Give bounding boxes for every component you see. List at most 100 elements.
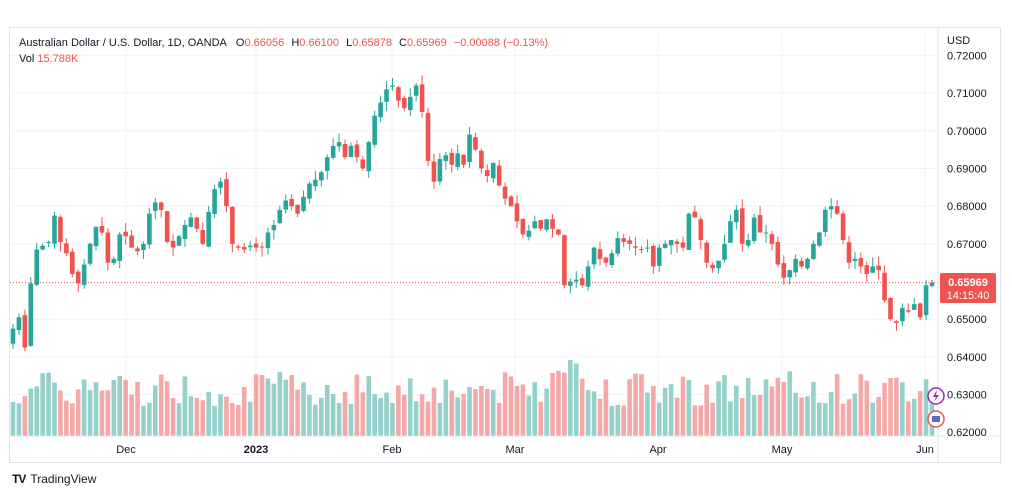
tradingview-branding[interactable]: TV TradingView (12, 472, 96, 486)
volume-bar (550, 372, 555, 436)
candle-body (739, 208, 745, 244)
candle-body (247, 245, 253, 248)
current-price-badge (940, 273, 996, 303)
candle-body (532, 221, 538, 229)
volume-bar (639, 374, 644, 436)
volume-bar (449, 390, 455, 436)
volume-bar (455, 397, 460, 436)
candle-body (680, 242, 686, 248)
volume-bar (443, 379, 449, 436)
volume-bar (769, 386, 775, 436)
candle-body (805, 258, 810, 269)
candle-body (668, 240, 674, 246)
candle-body (846, 242, 852, 263)
time-tick-label: May (772, 444, 793, 456)
candle-body (176, 236, 182, 246)
bar-countdown: 14:15:40 (947, 290, 990, 302)
candle-body (485, 170, 490, 176)
candle-body (692, 211, 698, 218)
volume-bar (894, 377, 899, 436)
candle-body (591, 247, 597, 265)
change-value: −0.00088 (−0.13%) (453, 37, 549, 49)
candle-body (923, 285, 929, 316)
indicator-icons (927, 387, 945, 428)
volume-bar (366, 376, 372, 436)
candle-body (164, 211, 170, 242)
calendar-icon-glyph (932, 416, 940, 422)
candle-body (722, 243, 727, 260)
candle-body (633, 246, 638, 248)
volume-bar (900, 382, 905, 436)
candle-body (259, 246, 265, 248)
lightning-icon-glyph (933, 390, 939, 402)
low-label: L (346, 37, 353, 49)
volume-bar (301, 382, 306, 436)
volume-label[interactable]: Vol (19, 53, 35, 65)
volume-bar (603, 379, 609, 436)
volume-bar (864, 380, 870, 436)
volume-bar (461, 393, 466, 436)
candle-body (609, 253, 615, 266)
candle-body (307, 183, 312, 199)
volume-bar (158, 374, 164, 436)
candle-body (662, 243, 668, 248)
volume-bar (591, 391, 597, 436)
volume-bar (135, 381, 140, 436)
volume-bar (805, 396, 810, 436)
price-tick-label: 0.68000 (947, 201, 987, 213)
volume-bar (99, 390, 105, 436)
candle-body (479, 150, 484, 169)
candle-body (69, 251, 75, 274)
volume-bar (556, 370, 561, 436)
volume-bar (716, 381, 721, 436)
volume-bar (123, 379, 128, 436)
candle-body (271, 224, 277, 231)
candle-body (502, 186, 508, 199)
volume-bar (40, 373, 45, 436)
volume-bar (16, 403, 22, 436)
candle-body (230, 206, 235, 244)
candlesticks (10, 75, 935, 352)
candle-body (354, 144, 360, 158)
candle-body (781, 263, 787, 278)
volume-bar (834, 374, 840, 436)
volume-bar (763, 379, 769, 436)
candle-body (390, 85, 395, 87)
volume-bar (526, 395, 532, 436)
candle-body (716, 260, 721, 269)
tradingview-logo-icon: TV (12, 472, 26, 486)
volume-bar (194, 397, 200, 436)
candle-body (253, 243, 259, 248)
volume-bar (10, 401, 16, 436)
candle-body (129, 235, 134, 248)
volume-bar (241, 387, 247, 436)
volume-bar (579, 378, 585, 436)
candle-body (787, 270, 793, 278)
symbol-title[interactable]: Australian Dollar / U.S. Dollar, 1D, OAN… (19, 37, 227, 49)
candle-body (40, 245, 45, 250)
legend-ohlc-row: Australian Dollar / U.S. Dollar, 1D, OAN… (19, 35, 552, 51)
volume-bar (532, 382, 538, 436)
volume-bar (247, 401, 253, 436)
volume-bar (568, 359, 573, 436)
volume-bar (496, 402, 502, 436)
candle-body (858, 258, 864, 267)
volume-bar (793, 392, 798, 436)
candle-body (22, 315, 28, 348)
candle-body (686, 213, 692, 250)
candle-body (396, 87, 401, 101)
current-price-value: 0.65969 (948, 277, 988, 289)
chart-frame[interactable] (9, 27, 1001, 463)
volume-bar (911, 398, 917, 436)
price-tick-label: 0.72000 (947, 50, 987, 62)
volume-bar (573, 363, 579, 436)
volume-bar (378, 397, 383, 436)
time-tick-label: Dec (116, 444, 136, 456)
volume-bar (141, 405, 146, 436)
candle-body (911, 304, 917, 310)
volume-bar (739, 397, 745, 436)
candle-body (615, 238, 621, 254)
price-tick-label: 0.71000 (947, 88, 987, 100)
volume-bar (680, 376, 686, 436)
